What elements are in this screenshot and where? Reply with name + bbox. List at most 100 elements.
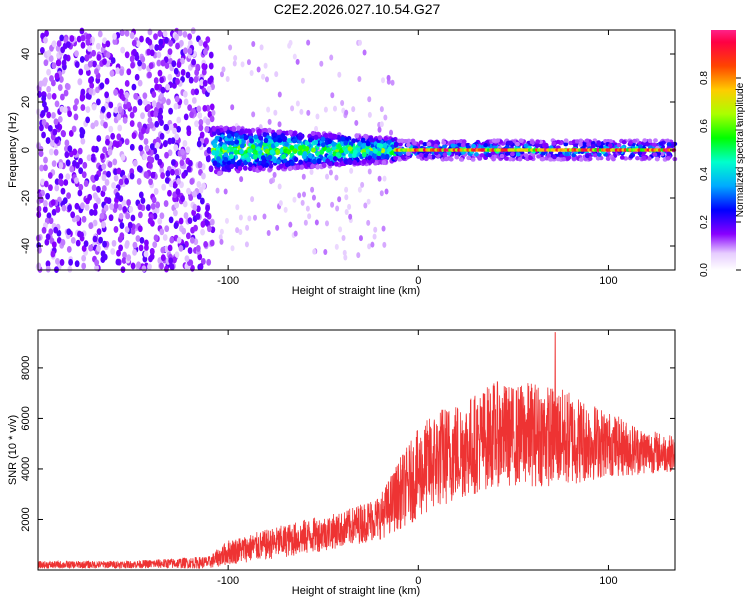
spectrogram-cell [231,126,237,132]
spectrogram-cell [46,92,52,100]
spectrogram-cell [253,134,259,140]
spectrogram-cell [124,80,130,87]
spectrogram-cell [584,153,590,159]
spectrogram-cell [275,224,280,231]
spectrogram-cell [116,249,121,257]
spectrogram-cell [144,244,149,251]
spectrogram-cell [236,125,242,131]
spectrogram-cell [368,137,374,143]
spectrogram-cell [584,138,590,144]
spectrogram-cell [230,245,235,252]
spectrogram-cell [284,161,290,168]
spectrogram-cell [164,36,169,44]
spectrogram-cell [418,140,424,145]
spectrogram-cell [384,188,389,195]
spectrogram-cell [124,226,130,233]
spectrogram-cell [310,186,315,193]
spectrogram-cell [275,149,281,155]
spectrogram-cell [312,158,317,165]
spectrogram-cell [266,229,271,236]
spectrogram-cell [446,151,452,156]
spectrogram-cell [372,233,377,240]
spectrogram-cell [340,99,345,106]
spectrogram-cell [174,251,180,259]
spectrogram-cell [115,258,121,266]
spectrogram-cell [256,66,261,73]
spectrogram-cell [356,252,361,259]
spectrogram-cell [145,36,151,44]
spectrogram-cell [651,142,657,147]
spectrogram-cell [157,158,163,166]
spectrogram-cell [371,152,377,158]
spectrogram-cell [57,116,63,123]
spectrogram-cell [36,262,42,270]
spectrogram-cell [245,224,250,231]
spectrogram-cell [50,250,56,258]
spectrogram-cell [177,29,183,37]
spectrogram-cell [347,146,353,152]
spectrogram-cell [263,137,269,144]
spectrogram-cell [91,49,96,57]
spectrogram-cell [174,133,180,141]
spectrogram-cell [112,158,118,166]
spectrogram-cell [381,225,386,232]
spectrogram-cell [48,228,54,236]
spectrogram-cell [454,155,460,160]
spectrogram-cell [63,179,69,186]
spectrogram-cell [106,111,112,119]
spectrogram-cell [343,140,349,146]
spectrogram-cell [396,138,402,144]
spectrogram-cell [258,135,264,141]
spectrogram-cell [384,153,390,160]
spectrogram-cell [49,75,54,82]
spectrogram-cell [182,90,188,98]
spectrogram-cell [264,76,269,83]
spectrogram-cell [85,33,91,41]
spectrogram-cell [188,76,194,84]
spectrogram-cell [206,146,212,154]
spectrogram-cell [85,38,91,46]
spectrogram-cell [340,136,346,142]
snr-panel: -100 0 100 2000 4000 6000 8000 Height of strai… [7,329,676,597]
spectrogram-cell [65,41,71,48]
spectrogram-cell [310,130,316,137]
spectrogram-cell [238,214,243,221]
spectrogram-cell [379,106,384,113]
spectrogram-cell [137,98,143,106]
spectrogram-cell [45,137,51,144]
spectrogram-cell [505,140,511,146]
spectrogram-cell [74,177,79,184]
spectrogram-cell [150,202,156,210]
spectrogram-cell [287,129,293,135]
spectrogram-cell [200,258,206,265]
spectrogram-cell [582,142,588,147]
spectrogram-cell [204,125,210,133]
spectrogram-cell [441,140,447,145]
spectrogram-cell [176,177,181,185]
spectrogram-cell [134,54,140,62]
spectrogram-cell [335,152,341,158]
spectrogram-cell [495,138,501,143]
spectrogram-cell [46,85,52,93]
spectrogram-cell [157,257,163,264]
spectrogram-cell [42,200,48,207]
spectrogram-cell [115,192,120,199]
spectrogram-cell [102,58,107,65]
spectrogram-ticks: -100 0 100 -40 -20 0 20 40 [20,30,675,287]
spectrogram-cell [95,42,101,50]
spectrogram-cell [60,46,66,54]
spectrogram-cell [249,138,255,144]
spectrogram-cell [129,172,135,180]
spectrogram-cell [159,76,165,84]
spectrogram-cell [239,176,244,183]
spectrogram-cell [88,87,94,95]
snr-y-tick-label: 6000 [20,406,32,430]
spectrogram-cell [647,138,653,144]
spectrogram-cell [209,103,215,111]
spectrogram-cell [216,156,221,162]
spectrogram-cell [80,41,86,49]
spectrogram-cell [341,234,346,241]
spectrogram-cell [180,69,186,76]
spectrogram-cell [175,188,181,196]
spectrogram-cell [60,93,65,101]
